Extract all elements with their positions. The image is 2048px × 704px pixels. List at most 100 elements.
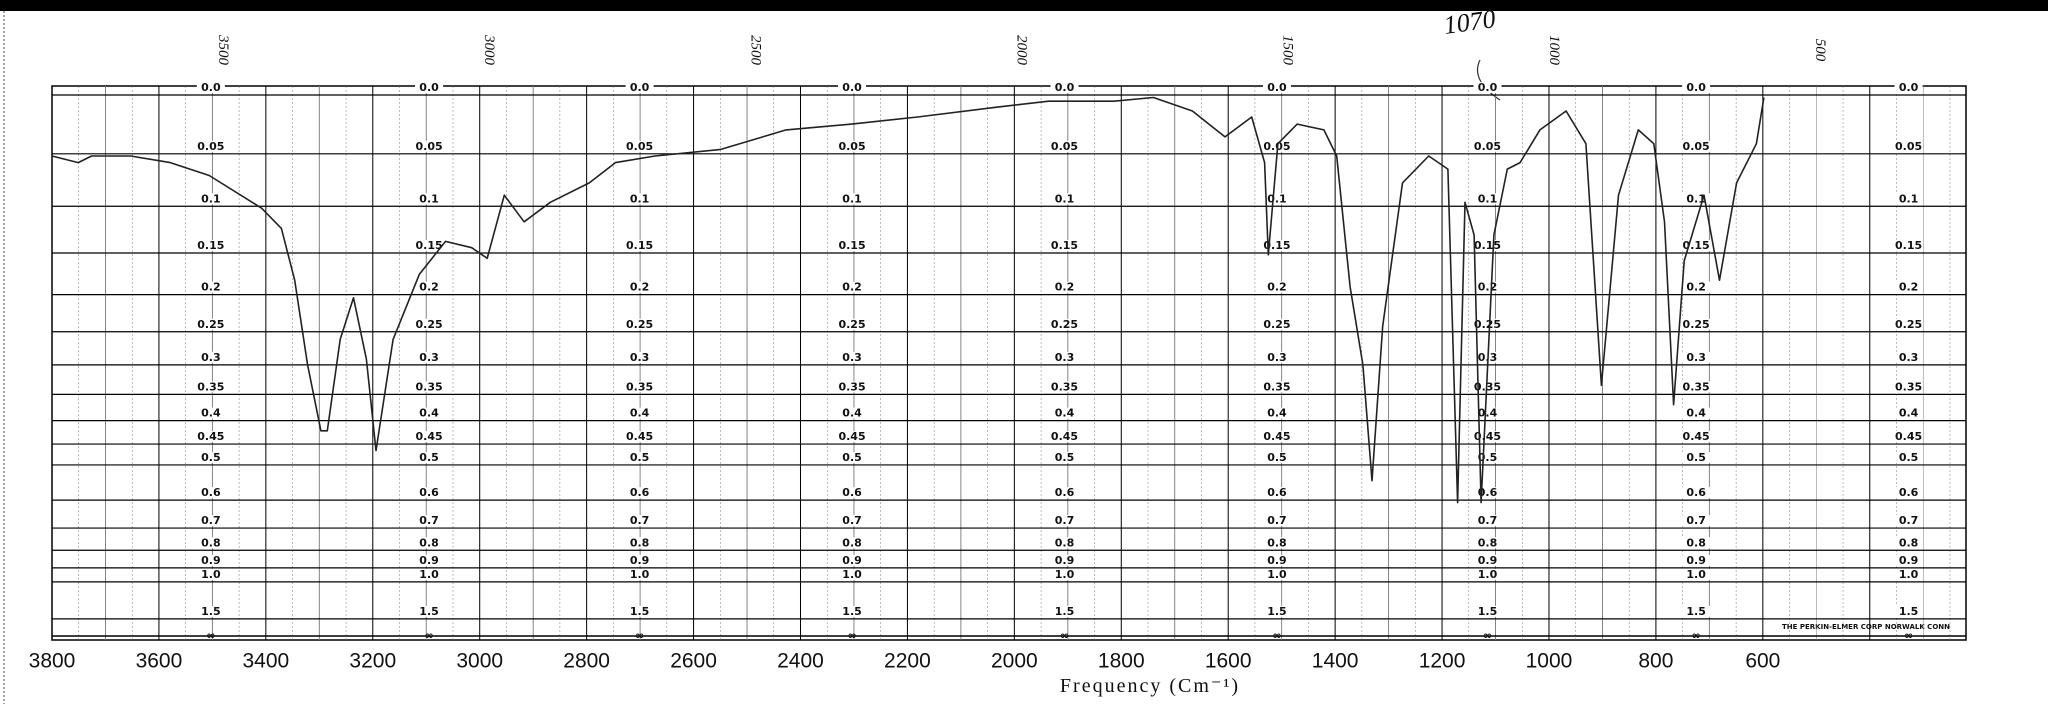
label-bg	[1894, 318, 1923, 330]
label-bg	[1894, 351, 1923, 363]
label-bg	[415, 515, 444, 527]
y-tick-label: 0.35	[415, 380, 442, 393]
y-tick-label: 0.6	[419, 486, 439, 499]
y-tick-label: 1.0	[1899, 568, 1919, 581]
y-tick-label: 0.8	[1267, 536, 1287, 549]
y-tick-label: 0.25	[1263, 318, 1290, 331]
y-tick-label: 0.2	[1478, 281, 1498, 294]
y-tick-label: 0.9	[1899, 554, 1919, 567]
label-bg	[1682, 605, 1711, 617]
label-bg	[196, 381, 225, 393]
y-tick-label: 0.5	[1686, 451, 1706, 464]
label-bg	[196, 487, 225, 499]
y-tick-label: 0.5	[630, 451, 650, 464]
label-bg	[1050, 487, 1079, 499]
label-bg	[196, 140, 225, 152]
y-tick-label: 0.25	[197, 318, 224, 331]
label-bg	[1050, 451, 1079, 463]
label-bg	[1050, 605, 1079, 617]
label-bg	[1050, 82, 1079, 93]
label-bg	[1473, 281, 1502, 293]
y-tick-label: 0.4	[630, 407, 650, 420]
y-tick-label: 0.35	[1051, 380, 1078, 393]
label-bg	[625, 451, 654, 463]
label-bg	[838, 193, 867, 205]
y-tick-label: 0.35	[838, 380, 865, 393]
label-bg	[1682, 431, 1711, 443]
label-bg	[1262, 82, 1291, 93]
y-tick-label: 0.35	[626, 380, 653, 393]
y-tick-label: 0.4	[1478, 407, 1498, 420]
label-bg	[1050, 351, 1079, 363]
label-bg	[625, 431, 654, 443]
label-bg	[838, 431, 867, 443]
label-bg	[625, 515, 654, 527]
label-bg	[1262, 193, 1291, 205]
y-tick-label: 0.15	[1051, 239, 1078, 252]
label-bg	[1050, 554, 1079, 566]
y-tick-label: 1.5	[1478, 605, 1498, 618]
label-bg	[1894, 140, 1923, 152]
y-tick-label: 0.8	[630, 536, 650, 549]
label-bg	[1682, 537, 1711, 549]
y-bottom-label: ∞	[1483, 629, 1492, 642]
label-bg	[838, 451, 867, 463]
label-bg	[1262, 487, 1291, 499]
label-bg	[1473, 193, 1502, 205]
y-tick-label: 0.6	[630, 486, 650, 499]
y-tick-label: 0.15	[626, 239, 653, 252]
label-bg	[1473, 240, 1502, 252]
y-tick-label: 0.7	[1055, 514, 1075, 527]
y-tick-label: 0.45	[1051, 430, 1078, 443]
label-bg	[1050, 140, 1079, 152]
label-bg	[625, 605, 654, 617]
y-tick-label: 0.1	[630, 192, 650, 205]
label-bg	[1262, 451, 1291, 463]
label-bg	[838, 351, 867, 363]
label-bg	[838, 140, 867, 152]
y-tick-label: 0.45	[1683, 430, 1710, 443]
label-bg	[1682, 515, 1711, 527]
y-tick-label: 0.8	[1899, 536, 1919, 549]
label-bg	[1473, 515, 1502, 527]
y-tick-label: 0.25	[626, 318, 653, 331]
label-bg	[196, 537, 225, 549]
label-bg	[415, 318, 444, 330]
label-bg	[415, 537, 444, 549]
x-tick-label: 3600	[136, 650, 183, 673]
label-bg	[196, 605, 225, 617]
label-bg	[838, 318, 867, 330]
label-bg	[625, 487, 654, 499]
y-tick-label: 0.6	[1899, 486, 1919, 499]
label-bg	[196, 351, 225, 363]
y-tick-label: 0.2	[1686, 281, 1706, 294]
label-bg	[838, 407, 867, 419]
y-tick-label: 0.15	[1683, 239, 1710, 252]
label-bg	[838, 515, 867, 527]
annotation-stroke	[1476, 59, 1501, 101]
label-bg	[1894, 537, 1923, 549]
y-tick-label: 0.15	[1474, 239, 1501, 252]
label-bg	[625, 240, 654, 252]
y-tick-label: 0.25	[1683, 318, 1710, 331]
y-tick-label: 0.1	[1686, 192, 1706, 205]
label-bg	[415, 240, 444, 252]
y-tick-label: 0.1	[419, 192, 439, 205]
y-tick-label: 0.45	[1263, 430, 1290, 443]
label-bg	[625, 381, 654, 393]
label-bg	[196, 281, 225, 293]
y-tick-label: 0.2	[1267, 281, 1287, 294]
y-bottom-label: ∞	[1060, 629, 1069, 642]
label-bg	[196, 82, 225, 93]
y-tick-label: 0.8	[419, 536, 439, 549]
y-tick-label: 0.4	[419, 407, 439, 420]
plot-frame	[51, 85, 1967, 641]
label-bg	[1894, 487, 1923, 499]
label-bg	[415, 82, 444, 93]
label-bg	[415, 451, 444, 463]
label-bg	[196, 240, 225, 252]
y-tick-label: 0.05	[415, 140, 442, 153]
y-tick-label: 0.4	[1055, 407, 1075, 420]
